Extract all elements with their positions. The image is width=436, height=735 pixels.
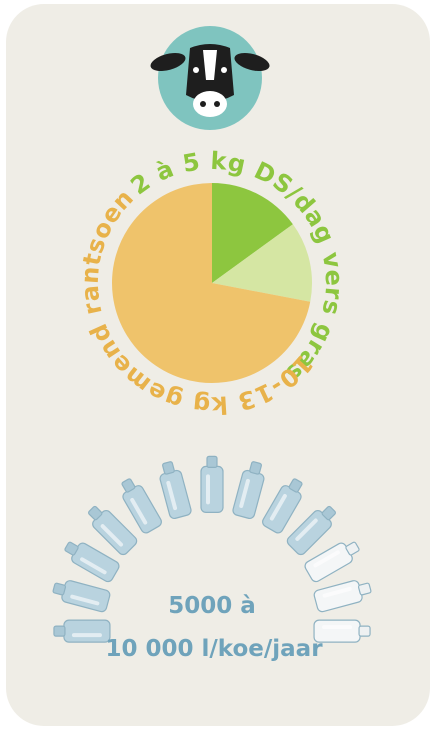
water-line: 5000 à	[168, 593, 256, 619]
bottle-neck	[54, 626, 65, 636]
bottle-shine	[72, 633, 102, 637]
bottle-shine	[322, 625, 352, 629]
bottle-neck	[358, 583, 371, 596]
bottle-neck	[162, 461, 175, 474]
bottle-neck	[207, 456, 217, 467]
page: 2 à 5 kg DS/dag vers gras10-13 kg gemend…	[0, 0, 436, 731]
bottle-shine	[206, 474, 210, 504]
bottle-body	[64, 620, 110, 642]
bottle-neck	[53, 583, 66, 596]
bottle-neck	[249, 461, 262, 474]
bottle-neck	[359, 626, 370, 636]
infographic: 2 à 5 kg DS/dag vers gras10-13 kg gemend…	[0, 0, 436, 731]
bottle-body	[201, 466, 223, 512]
water-line: 10 000 l/koe/jaar	[105, 636, 323, 662]
